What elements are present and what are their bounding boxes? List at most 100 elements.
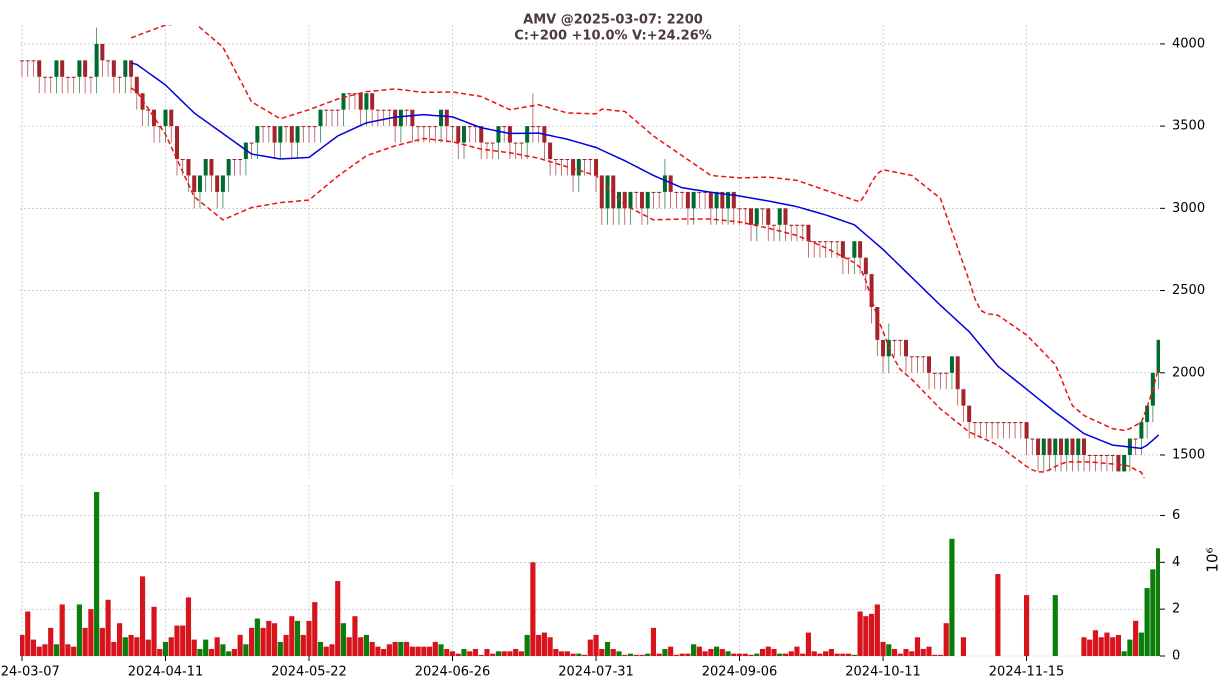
y-tick-label: 0 xyxy=(1172,649,1180,664)
volume-bar xyxy=(168,637,174,656)
candle-body xyxy=(329,109,334,111)
candle-body xyxy=(456,126,461,143)
volume-bar xyxy=(162,641,169,656)
candle-body xyxy=(393,109,398,127)
candle-body xyxy=(1059,438,1064,455)
candle-body xyxy=(484,142,489,144)
volume-bar xyxy=(662,648,668,656)
volume-bar xyxy=(897,653,903,656)
volume-bar xyxy=(633,654,639,656)
volume-bar xyxy=(593,634,599,656)
candle-body xyxy=(496,126,501,143)
candle-body xyxy=(674,191,679,193)
volume-bar xyxy=(271,623,278,656)
candle-body xyxy=(301,126,306,128)
candle-body xyxy=(289,126,294,143)
candle-body xyxy=(1018,422,1023,424)
volume-bar xyxy=(714,646,720,656)
volume-bar xyxy=(553,648,559,656)
volume-bar xyxy=(1023,595,1030,656)
candle-body xyxy=(238,159,243,161)
volume-bar xyxy=(363,634,370,656)
candle-body xyxy=(949,356,954,373)
volume-bar xyxy=(891,648,898,656)
candle-body xyxy=(174,126,180,160)
volume-bar xyxy=(329,644,335,656)
candle-body xyxy=(71,76,76,78)
candle-body xyxy=(1087,454,1092,456)
volume-bar xyxy=(645,653,651,656)
x-tick-label: 2024-05-22 xyxy=(271,665,347,680)
candle-body xyxy=(898,339,903,341)
candle-body xyxy=(352,93,357,95)
x-tick-label: 2024-07-31 xyxy=(558,665,634,680)
candle-body xyxy=(335,109,340,111)
volume-bar xyxy=(937,654,944,656)
volume-bar xyxy=(266,620,272,656)
volume-bar xyxy=(805,632,812,656)
volume-bar xyxy=(467,651,473,656)
candle-body xyxy=(714,191,719,209)
volume-bar xyxy=(455,653,461,656)
candle-body xyxy=(846,257,851,259)
candle-body xyxy=(875,306,880,340)
volume-bar xyxy=(622,654,628,656)
volume-bar xyxy=(20,634,25,656)
candle-body xyxy=(754,208,759,225)
volume-bar xyxy=(151,606,157,656)
candle-body xyxy=(1145,405,1150,423)
volume-bar xyxy=(926,646,932,656)
volume-bar xyxy=(507,651,513,656)
volume-bar xyxy=(249,627,255,656)
candle-body xyxy=(42,76,47,78)
candle-body xyxy=(347,93,352,95)
candle-body xyxy=(691,191,696,209)
volume-bar xyxy=(398,641,404,656)
volume-bar xyxy=(306,620,312,656)
candle-body xyxy=(370,93,375,110)
volume-bar xyxy=(139,576,146,656)
volume-bar xyxy=(312,602,318,656)
indicator-line xyxy=(130,87,1145,478)
candle-body xyxy=(697,191,702,193)
volume-bar xyxy=(484,648,490,656)
candle-body xyxy=(599,175,604,209)
volume-bar xyxy=(404,641,410,656)
chart-subtitle: C:+200 +10.0% V:+24.26% xyxy=(514,29,712,44)
x-tick-label: 2024-06-26 xyxy=(415,665,491,680)
indicator-line xyxy=(130,62,1160,450)
candle-body xyxy=(926,356,931,373)
candle-body xyxy=(944,372,949,374)
candle-body xyxy=(1156,339,1160,373)
volume-bar xyxy=(501,651,507,656)
volume-bar xyxy=(610,648,616,656)
candle-body xyxy=(284,126,289,128)
candle-body xyxy=(444,109,449,127)
candle-body xyxy=(1064,438,1069,455)
volume-bar xyxy=(1127,639,1133,656)
candle-body xyxy=(48,76,53,78)
volume-bar xyxy=(1115,634,1122,656)
candle-body xyxy=(794,224,799,226)
candle-body xyxy=(479,126,484,143)
volume-bar xyxy=(203,639,209,656)
volume-bar xyxy=(134,637,140,656)
volume-bar xyxy=(438,644,444,656)
volume-scale-label: 10⁶ xyxy=(1204,547,1222,572)
volume-bar xyxy=(627,653,634,656)
volume-bar xyxy=(1121,651,1127,656)
candle-body xyxy=(995,422,1000,424)
candle-body xyxy=(662,175,667,192)
volume-bar xyxy=(794,646,800,656)
volume-bar xyxy=(616,651,622,656)
volume-bar xyxy=(197,648,203,656)
volume-bar xyxy=(1092,630,1099,656)
candle-body xyxy=(726,191,731,209)
candle-body xyxy=(553,159,558,161)
volume-bar xyxy=(432,641,438,656)
candle-body xyxy=(628,191,633,209)
volume-bar xyxy=(708,648,714,656)
volume-bar xyxy=(886,644,892,656)
volume-bar xyxy=(673,654,679,656)
volume-bar xyxy=(702,651,708,656)
